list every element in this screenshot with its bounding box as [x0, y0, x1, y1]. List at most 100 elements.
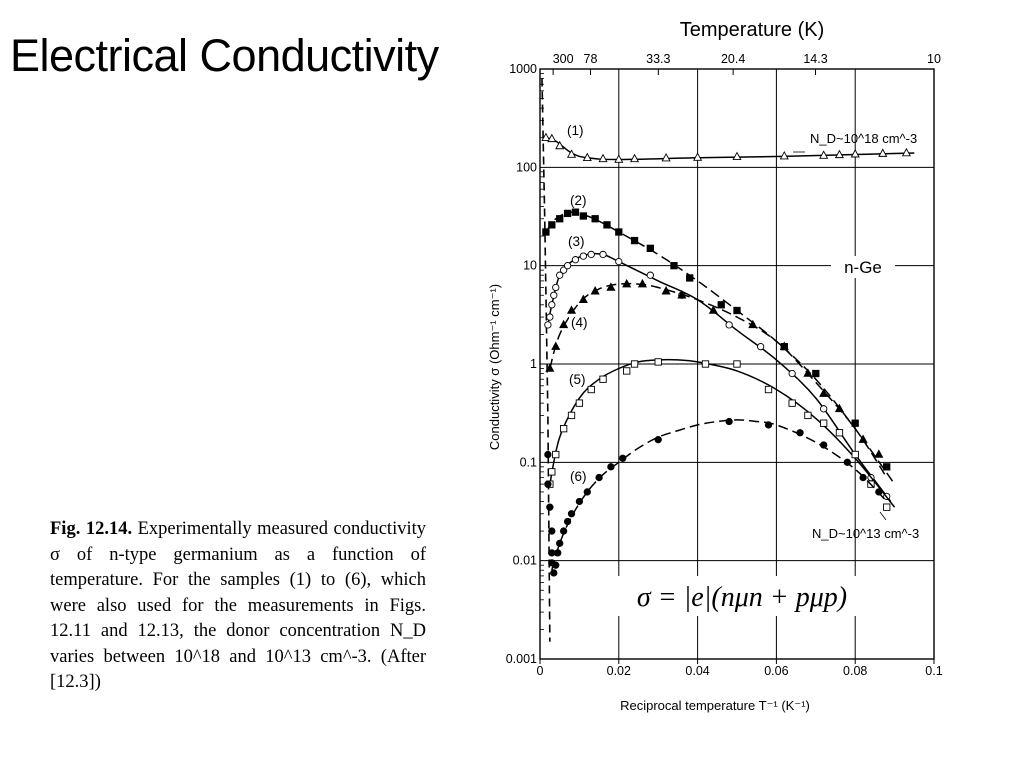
data-point	[748, 319, 758, 329]
intrinsic-boundary-line	[541, 78, 551, 642]
data-point	[820, 441, 828, 449]
data-point	[566, 149, 577, 158]
data-point	[820, 405, 828, 413]
data-point	[670, 262, 678, 270]
caption-text: Experimentally measured conductivity σ o…	[50, 519, 426, 692]
caption-label: Fig. 12.14.	[50, 519, 133, 539]
top-tick-label: 14.3	[803, 52, 827, 66]
data-point	[733, 306, 741, 315]
data-point	[820, 419, 828, 427]
data-point	[582, 152, 592, 162]
top-tick-label: 20.4	[721, 52, 745, 66]
y-tick-label: 1000	[509, 62, 537, 76]
data-point	[883, 463, 891, 471]
data-point	[622, 278, 632, 288]
y-tick-label: 0.1	[520, 455, 537, 469]
slide-title: Electrical Conductivity	[10, 30, 439, 81]
data-point	[544, 480, 552, 488]
data-point	[556, 271, 564, 279]
data-point	[630, 236, 639, 245]
x-axis-title: Reciprocal temperature T⁻¹ (K⁻¹)	[620, 698, 810, 713]
data-point	[583, 488, 591, 496]
data-point	[544, 321, 552, 329]
data-point	[858, 434, 868, 443]
data-point	[548, 221, 556, 229]
data-point	[619, 454, 627, 462]
data-point	[571, 208, 580, 216]
data-point	[548, 468, 556, 476]
x-tick-label: 0.1	[925, 664, 942, 678]
data-point	[725, 417, 733, 426]
data-point	[578, 294, 588, 304]
data-point	[548, 527, 556, 535]
data-point	[552, 561, 560, 569]
series-curve	[549, 282, 888, 479]
data-point	[563, 517, 572, 526]
data-point	[590, 286, 600, 295]
data-point	[812, 369, 820, 378]
data-point	[552, 450, 560, 459]
series-label: (3)	[568, 234, 585, 249]
data-point	[599, 250, 607, 259]
data-point	[551, 341, 561, 350]
data-point	[615, 257, 623, 266]
data-point	[599, 375, 607, 383]
data-point	[559, 319, 569, 329]
figure-caption: Fig. 12.14. Experimentally measured cond…	[50, 517, 426, 696]
series-curve	[545, 211, 896, 485]
data-point	[661, 153, 671, 162]
series-label-bg	[568, 468, 588, 484]
data-point	[575, 497, 584, 506]
data-point	[646, 244, 654, 253]
data-point	[859, 473, 867, 482]
data-point	[883, 503, 891, 511]
series-label-bg	[568, 192, 588, 208]
series-curve	[547, 252, 892, 502]
data-point	[717, 301, 725, 309]
data-point	[851, 419, 859, 427]
data-point	[835, 429, 844, 437]
data-point	[788, 369, 796, 378]
x-tick-label: 0.04	[685, 664, 709, 678]
data-point	[693, 152, 703, 161]
data-point	[546, 503, 554, 511]
data-point	[878, 148, 888, 157]
x-tick-label: 0.02	[607, 664, 631, 678]
data-point	[637, 278, 647, 288]
data-point	[567, 510, 576, 518]
data-point	[701, 360, 710, 368]
series-curve	[551, 419, 888, 571]
data-point	[603, 221, 611, 229]
data-point	[548, 301, 556, 309]
data-point	[851, 450, 859, 459]
top-tick-label: 300	[553, 52, 574, 66]
series-label-bg	[569, 314, 589, 330]
data-point	[606, 282, 616, 291]
data-point	[571, 256, 580, 264]
top-axis-title: Temperature (K)	[680, 19, 825, 41]
data-point	[732, 151, 742, 161]
material-label: n-Ge	[844, 258, 882, 277]
data-point	[764, 385, 773, 394]
series-label: (5)	[569, 372, 586, 387]
series-curve	[549, 358, 896, 508]
series-label: (4)	[571, 315, 588, 330]
y-axis-title: Conductivity σ (Ohm⁻¹ cm⁻¹)	[487, 284, 502, 450]
data-point	[654, 436, 662, 444]
top-tick-label: 10	[927, 52, 941, 66]
data-point	[556, 215, 564, 223]
series-label-bg	[567, 371, 587, 387]
data-point	[874, 449, 884, 458]
data-point	[563, 209, 572, 218]
data-point	[559, 266, 568, 274]
data-point	[796, 429, 804, 437]
data-point	[579, 212, 587, 220]
data-point	[598, 153, 608, 163]
y-tick-label: 0.001	[506, 652, 537, 666]
nd-low-leader	[879, 511, 887, 521]
data-point	[834, 403, 844, 413]
data-point	[579, 252, 587, 260]
data-point	[550, 291, 558, 299]
data-point	[764, 421, 773, 429]
